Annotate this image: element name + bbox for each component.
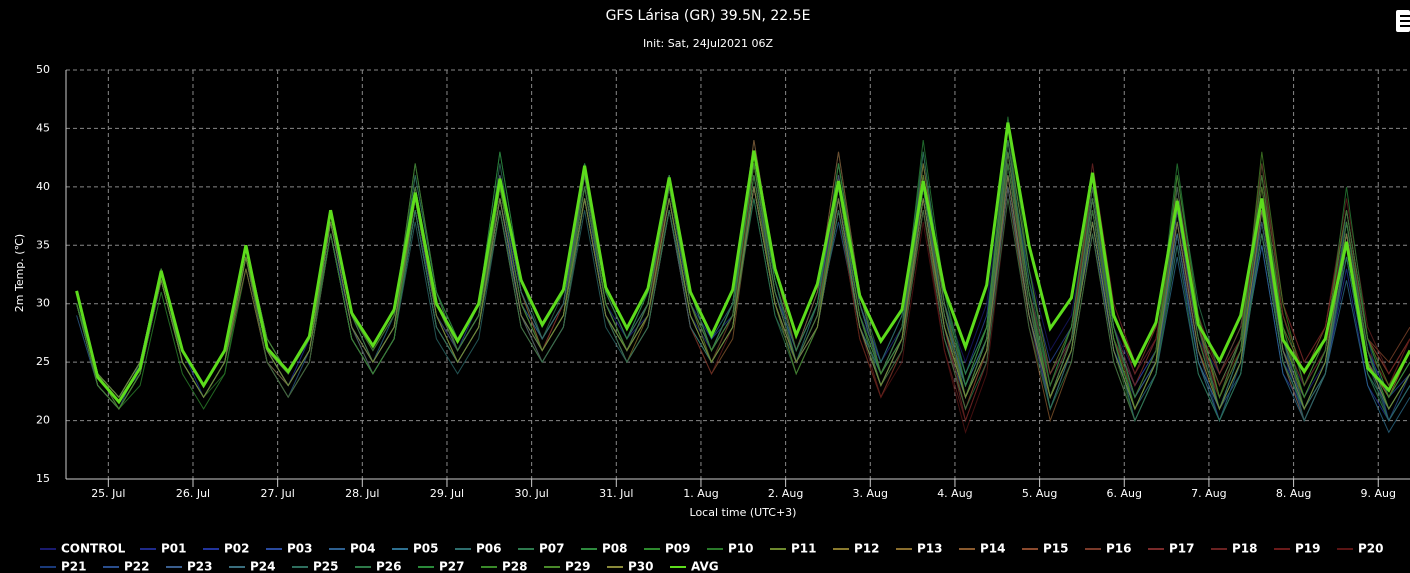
legend-label: P01 [161, 542, 187, 556]
legend-label: P12 [854, 542, 880, 556]
x-tick-label: 31. Jul [599, 487, 633, 500]
y-tick-label: 30 [36, 297, 50, 310]
legend-label: P13 [917, 542, 943, 556]
x-tick-label: 9. Aug [1361, 487, 1396, 500]
legend-item[interactable]: P02 [203, 542, 250, 556]
x-tick-label: 1. Aug [683, 487, 718, 500]
x-axis-label: Local time (UTC+3) [690, 506, 797, 519]
legend-label: P21 [61, 560, 87, 573]
x-tick-label: 4. Aug [937, 487, 972, 500]
series-line [76, 175, 1410, 411]
legend-label: P24 [250, 560, 276, 573]
legend-item[interactable]: P15 [1022, 542, 1069, 556]
legend-label: P03 [287, 542, 313, 556]
y-tick-label: 20 [36, 414, 50, 427]
legend-item[interactable]: AVG [670, 560, 719, 573]
legend-label: CONTROL [61, 542, 126, 556]
legend-item[interactable]: P18 [1211, 542, 1258, 556]
legend-label: P15 [1043, 542, 1069, 556]
legend-label: P28 [502, 560, 528, 573]
x-tick-label: 25. Jul [91, 487, 125, 500]
legend-label: P30 [628, 560, 654, 573]
legend-item[interactable]: P09 [644, 542, 691, 556]
y-tick-label: 35 [36, 238, 50, 251]
series-line [75, 122, 1410, 405]
legend-item[interactable]: P16 [1085, 542, 1132, 556]
x-tick-label: 5. Aug [1022, 487, 1057, 500]
legend-item[interactable]: P13 [896, 542, 943, 556]
legend-item[interactable]: P19 [1274, 542, 1321, 556]
legend-item[interactable]: P22 [103, 560, 150, 573]
legend-item[interactable]: P27 [418, 560, 465, 573]
y-tick-label: 50 [36, 63, 50, 76]
legend-item[interactable]: P26 [355, 560, 402, 573]
legend-label: P07 [539, 542, 565, 556]
x-tick-label: 29. Jul [430, 487, 464, 500]
legend-label: P22 [124, 560, 150, 573]
x-tick-label: 6. Aug [1107, 487, 1142, 500]
legend-item[interactable]: P14 [959, 542, 1006, 556]
y-tick-label: 40 [36, 180, 50, 193]
x-tick-label: 27. Jul [261, 487, 295, 500]
legend-item[interactable]: P10 [707, 542, 754, 556]
legend-item[interactable]: P05 [392, 542, 439, 556]
y-tick-label: 25 [36, 355, 50, 368]
y-tick-label: 45 [36, 121, 50, 134]
legend-item[interactable]: P01 [140, 542, 187, 556]
y-axis-label: 2m Temp. (℃) [13, 234, 26, 312]
menu-button[interactable] [1396, 10, 1410, 32]
legend-item[interactable]: P24 [229, 560, 276, 573]
legend-label: P04 [350, 542, 376, 556]
legend-item[interactable]: P17 [1148, 542, 1195, 556]
legend-label: P27 [439, 560, 465, 573]
legend-label: P14 [980, 542, 1006, 556]
legend-label: P11 [791, 542, 817, 556]
legend-item[interactable]: P03 [266, 542, 313, 556]
legend-item[interactable]: P12 [833, 542, 880, 556]
legend-item[interactable]: P07 [518, 542, 565, 556]
legend-label: P29 [565, 560, 591, 573]
legend-item[interactable]: P28 [481, 560, 528, 573]
chart-subtitle: Init: Sat, 24Jul2021 06Z [643, 37, 774, 50]
legend-item[interactable]: P04 [329, 542, 376, 556]
legend-item[interactable]: P25 [292, 560, 339, 573]
legend-label: P26 [376, 560, 402, 573]
legend-label: AVG [691, 560, 719, 573]
series-line [76, 198, 1410, 422]
legend-label: P09 [665, 542, 691, 556]
x-tick-label: 28. Jul [345, 487, 379, 500]
legend-label: P08 [602, 542, 628, 556]
legend-item[interactable]: P23 [166, 560, 213, 573]
legend-label: P19 [1295, 542, 1321, 556]
legend-label: P06 [476, 542, 502, 556]
legend-item[interactable]: P20 [1337, 542, 1384, 556]
legend-label: P20 [1358, 542, 1384, 556]
legend-label: P17 [1169, 542, 1195, 556]
legend-label: P23 [187, 560, 213, 573]
x-tick-label: 8. Aug [1276, 487, 1311, 500]
legend-item[interactable]: P08 [581, 542, 628, 556]
x-tick-label: 30. Jul [515, 487, 549, 500]
legend-item[interactable]: P06 [455, 542, 502, 556]
legend-label: P10 [728, 542, 754, 556]
legend-item[interactable]: P11 [770, 542, 817, 556]
legend-item[interactable]: P29 [544, 560, 591, 573]
legend-label: P18 [1232, 542, 1258, 556]
legend-label: P02 [224, 542, 250, 556]
legend-item[interactable]: P30 [607, 560, 654, 573]
legend-label: P05 [413, 542, 439, 556]
legend-label: P16 [1106, 542, 1132, 556]
legend-item[interactable]: CONTROL [40, 542, 126, 556]
legend-label: P25 [313, 560, 339, 573]
chart-title: GFS Lárisa (GR) 39.5N, 22.5E [606, 8, 811, 24]
x-tick-label: 26. Jul [176, 487, 210, 500]
legend-item[interactable]: P21 [40, 560, 87, 573]
x-tick-label: 3. Aug [853, 487, 888, 500]
x-tick-label: 7. Aug [1191, 487, 1226, 500]
x-tick-label: 2. Aug [768, 487, 803, 500]
y-tick-label: 15 [36, 472, 50, 485]
